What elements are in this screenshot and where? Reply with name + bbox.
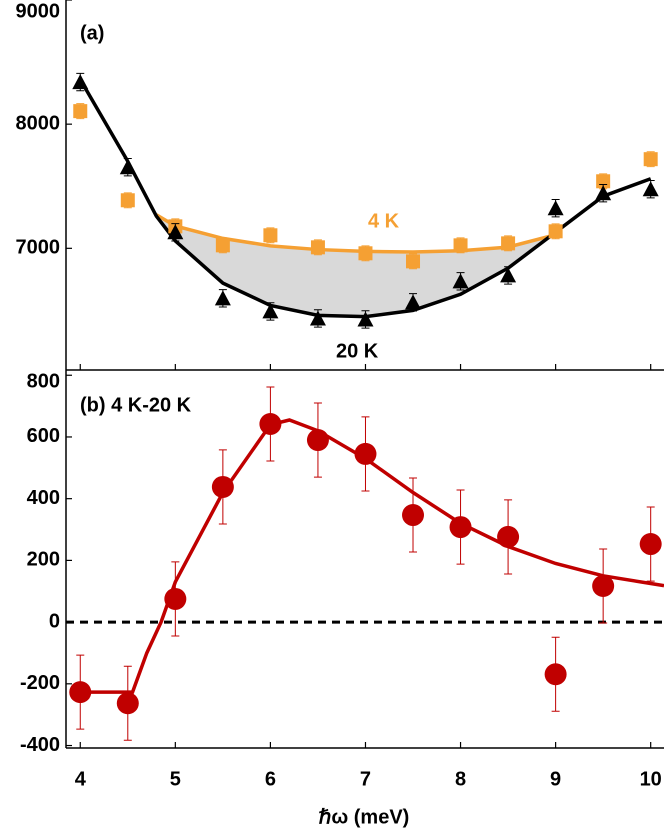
marker (405, 294, 422, 310)
series-label: 4 K (368, 210, 400, 232)
fit-line (155, 213, 557, 254)
marker (120, 193, 135, 208)
marker (642, 181, 659, 197)
panel-label: (a) (80, 22, 104, 44)
panel: 7000 8000 9000 (a) 4 K 20 K (16, 0, 664, 371)
y-tick-label: -200 (20, 672, 60, 694)
marker (452, 273, 469, 289)
marker (211, 475, 234, 498)
x-tick-label: 6 (265, 768, 276, 790)
marker (72, 74, 89, 90)
x-tick-label: 4 (75, 768, 87, 790)
marker (214, 290, 231, 306)
marker (406, 254, 421, 269)
marker (402, 504, 425, 527)
marker (548, 224, 563, 239)
marker (497, 525, 520, 548)
x-tick-label: 7 (360, 768, 371, 790)
marker (500, 267, 517, 283)
marker (453, 238, 468, 253)
marker (116, 692, 139, 715)
x-axis-label: ℏω (meV) (319, 806, 410, 828)
shaded-region (156, 214, 556, 317)
marker (263, 228, 278, 243)
x-tick-label: 5 (170, 768, 181, 790)
x-tick-label: 9 (550, 768, 561, 790)
marker (73, 104, 88, 119)
marker (306, 429, 329, 452)
marker (547, 200, 564, 216)
marker (357, 311, 374, 327)
marker (639, 533, 662, 556)
marker (215, 238, 230, 253)
panel-label: (b) 4 K-20 K (80, 394, 192, 416)
marker (167, 224, 184, 240)
y-tick-label: 800 (27, 370, 60, 392)
marker (259, 413, 282, 435)
y-tick-label: 600 (27, 425, 60, 447)
marker (164, 587, 187, 610)
series-label: 20 K (336, 340, 379, 362)
y-tick-label: 400 (27, 487, 60, 509)
marker (544, 663, 567, 686)
x-tick-label: 8 (455, 768, 466, 790)
y-tick-label: 0 (49, 610, 60, 632)
y-tick-label: 8000 (16, 112, 61, 134)
marker (354, 442, 377, 465)
fit-line (78, 78, 652, 319)
y-tick-label: -400 (20, 734, 60, 756)
marker (643, 152, 658, 167)
marker (449, 516, 472, 539)
panel: -400 -200 0 200 400 600 800 4 5 6 7 8 9 10 ℏω (meV) (b)… (20, 370, 664, 828)
marker (310, 240, 325, 255)
y-tick-label: 9000 (16, 0, 61, 22)
marker (358, 246, 373, 261)
y-tick-label: 200 (27, 549, 60, 571)
marker (309, 310, 326, 326)
y-tick-label: 7000 (16, 237, 61, 259)
marker (119, 159, 136, 175)
marker (69, 681, 92, 704)
marker (595, 185, 612, 201)
x-tick-label: 10 (640, 768, 662, 790)
marker (262, 303, 279, 319)
marker (592, 575, 615, 597)
marker (501, 236, 516, 251)
